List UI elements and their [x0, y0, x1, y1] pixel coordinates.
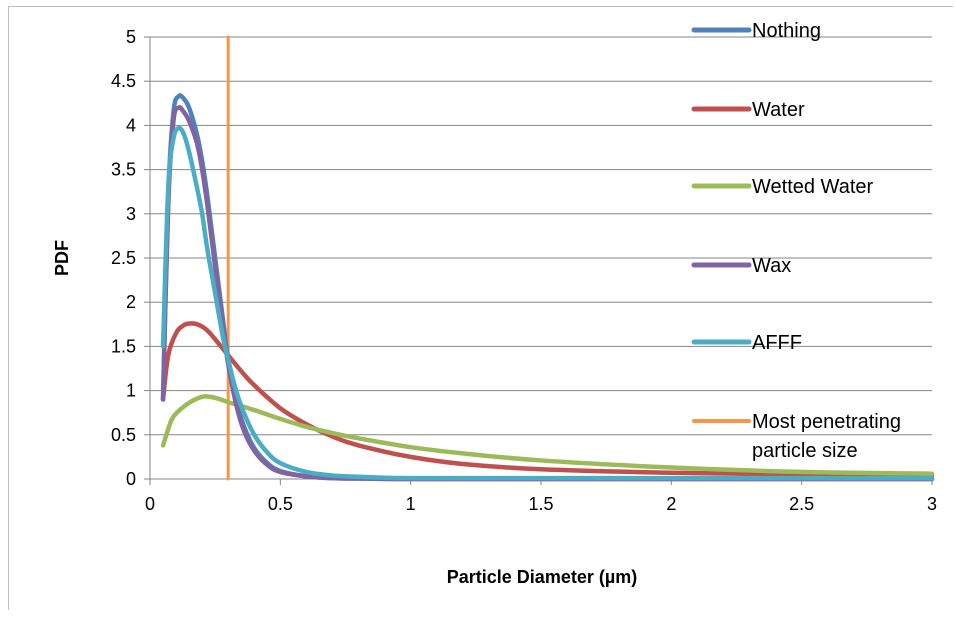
series-lines: [160, 35, 935, 482]
legend-label-wetted-water: Wetted Water: [752, 176, 873, 198]
y-tick-label: 4: [126, 115, 136, 135]
x-tick-label: 0.5: [268, 494, 293, 514]
y-tick-label: 2.5: [111, 248, 136, 268]
y-tick-label: 0: [126, 469, 136, 489]
y-axis-title: PDF: [52, 240, 72, 276]
tick-labels: 0 0.5 1 1.5 2 2.5 3 3.5 4 4.5 5 0 0.5 1 1.5 2 2.5 3: [111, 27, 937, 514]
y-tick-label: 0.5: [111, 425, 136, 445]
legend-label-most-penetrating-particle-size: Most penetrating particle size: [752, 411, 901, 462]
legend-label-afff: AFFF: [752, 332, 802, 354]
y-tick-label: 3.5: [111, 160, 136, 180]
chart-frame: [8, 6, 953, 610]
y-tick-label: 1: [126, 381, 136, 401]
y-tick-label: 3: [126, 204, 136, 224]
legend-label-water: Water: [752, 99, 805, 121]
x-tick-label: 1.5: [528, 494, 553, 514]
y-tick-label: 5: [126, 27, 136, 47]
legend-label-nothing: Nothing: [752, 20, 821, 42]
series-line-wetted-water: [160, 394, 935, 476]
x-axis-title: Particle Diameter (µm): [447, 567, 637, 587]
x-tick-label: 2.5: [789, 494, 814, 514]
legend-label-wax: Wax: [752, 255, 791, 277]
gridlines: [150, 36, 932, 436]
series-line-afff: [160, 125, 935, 481]
series-line-water: [160, 321, 935, 478]
legend: Nothing Water Wetted Water Wax AFFF Most pene…: [691, 20, 901, 462]
y-tick-label: 1.5: [111, 336, 136, 356]
x-tick-label: 1: [406, 494, 416, 514]
y-tick-label: 2: [126, 292, 136, 312]
x-tick-label: 0: [145, 494, 155, 514]
x-tick-label: 3: [927, 494, 937, 514]
x-tick-label: 2: [666, 494, 676, 514]
y-tick-label: 4.5: [111, 71, 136, 91]
